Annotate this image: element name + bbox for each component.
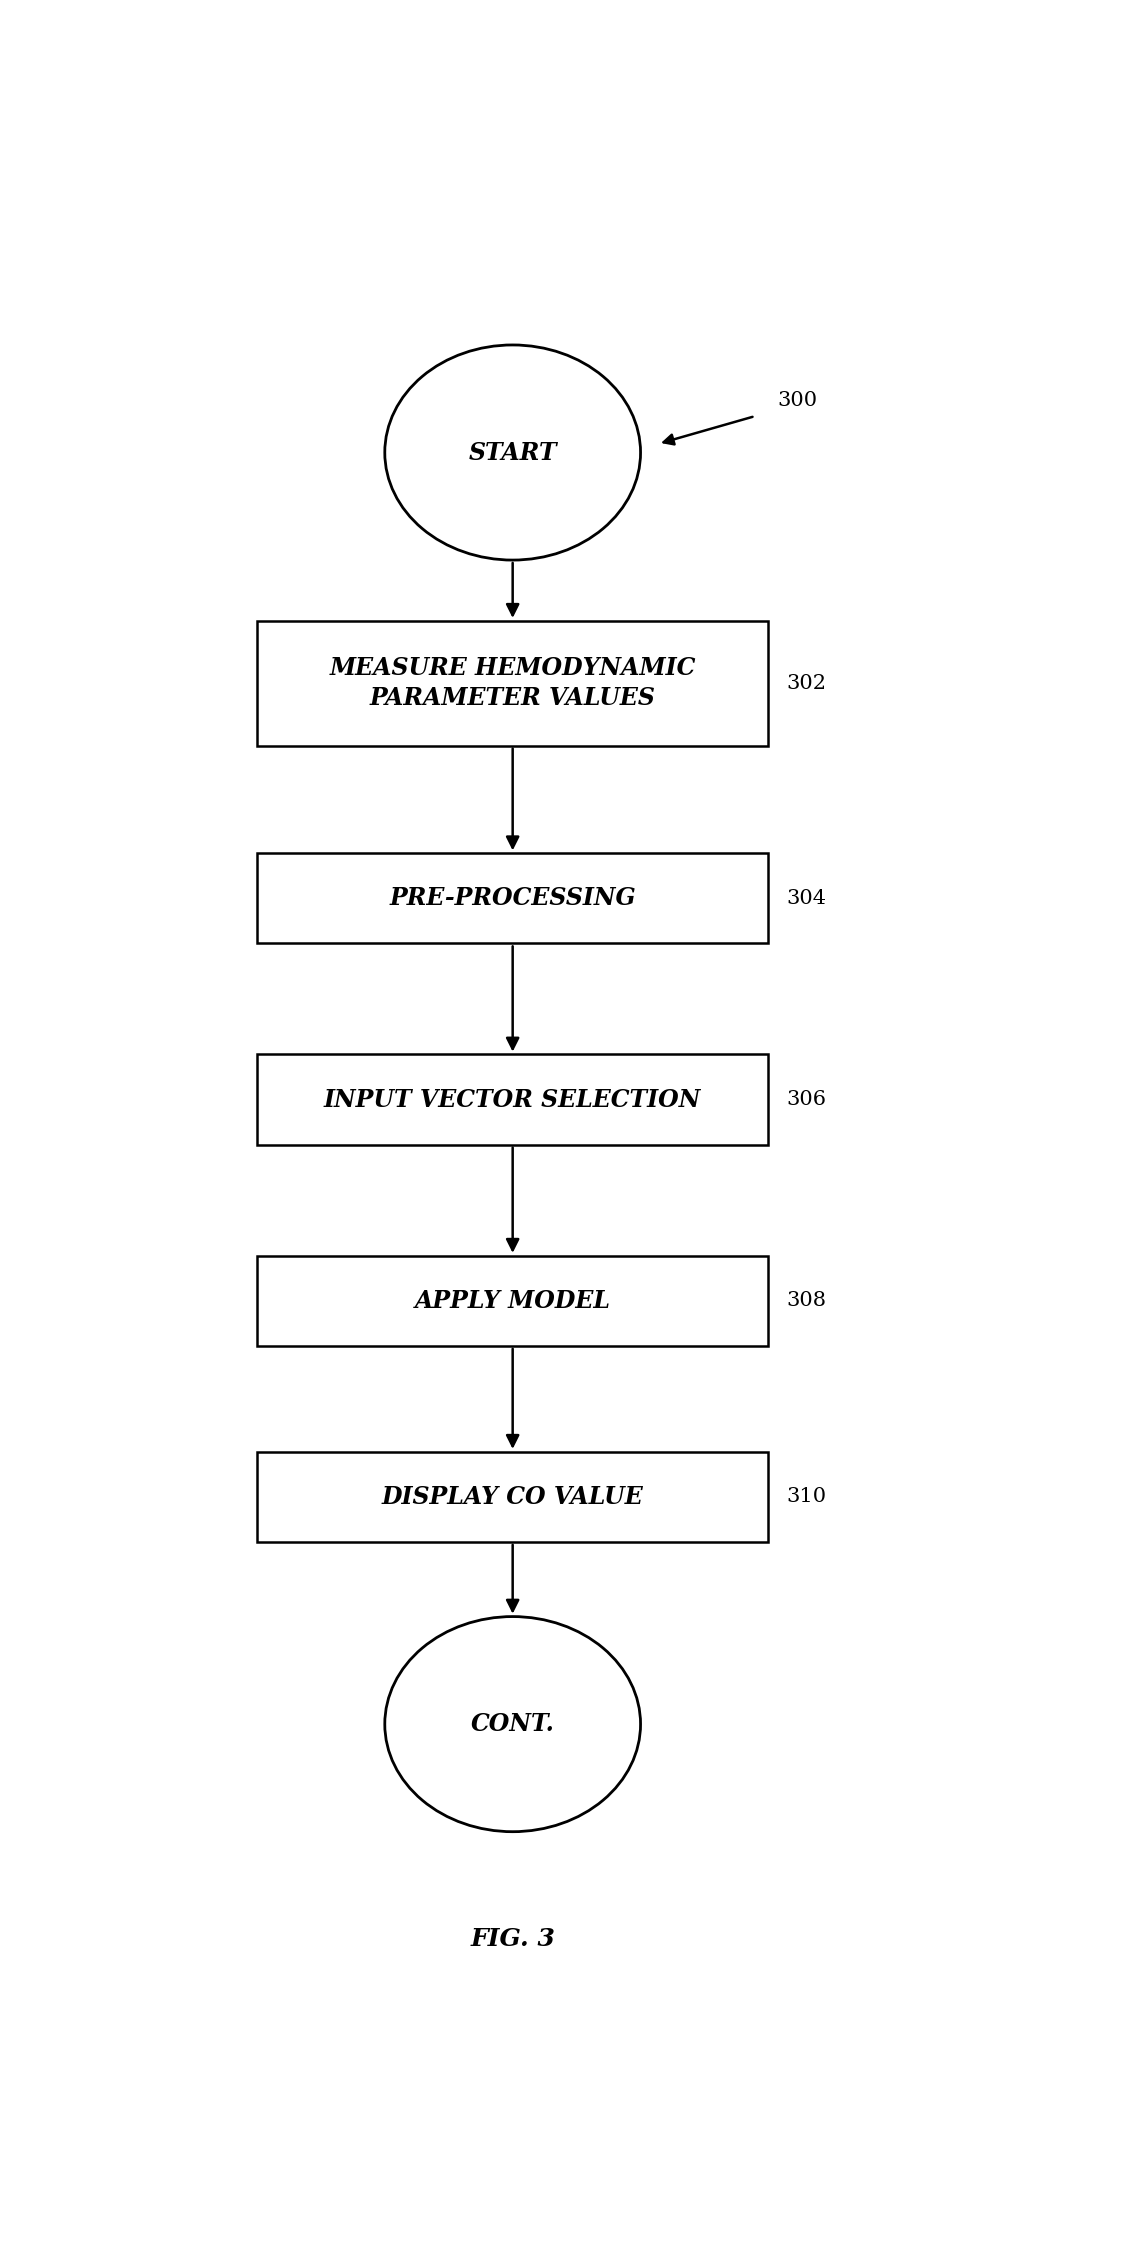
Bar <box>257 1451 768 1541</box>
Text: 308: 308 <box>786 1291 826 1311</box>
Text: APPLY MODEL: APPLY MODEL <box>414 1289 611 1313</box>
Text: 304: 304 <box>786 890 826 908</box>
Text: DISPLAY CO VALUE: DISPLAY CO VALUE <box>381 1485 644 1510</box>
Bar <box>257 1255 768 1345</box>
Text: CONT.: CONT. <box>471 1712 554 1737</box>
Ellipse shape <box>385 1618 641 1832</box>
Text: 300: 300 <box>777 392 817 410</box>
Text: PRE-PROCESSING: PRE-PROCESSING <box>389 885 636 910</box>
Text: FIG. 3: FIG. 3 <box>470 1926 555 1951</box>
Bar <box>257 622 768 746</box>
Bar <box>257 1054 768 1145</box>
Text: START: START <box>469 442 556 464</box>
Text: 310: 310 <box>786 1487 826 1507</box>
Bar <box>257 854 768 944</box>
Text: MEASURE HEMODYNAMIC
PARAMETER VALUES: MEASURE HEMODYNAMIC PARAMETER VALUES <box>330 656 695 710</box>
Text: 302: 302 <box>786 674 826 692</box>
Text: INPUT VECTOR SELECTION: INPUT VECTOR SELECTION <box>324 1088 701 1111</box>
Ellipse shape <box>385 345 641 561</box>
Text: 306: 306 <box>786 1090 826 1108</box>
